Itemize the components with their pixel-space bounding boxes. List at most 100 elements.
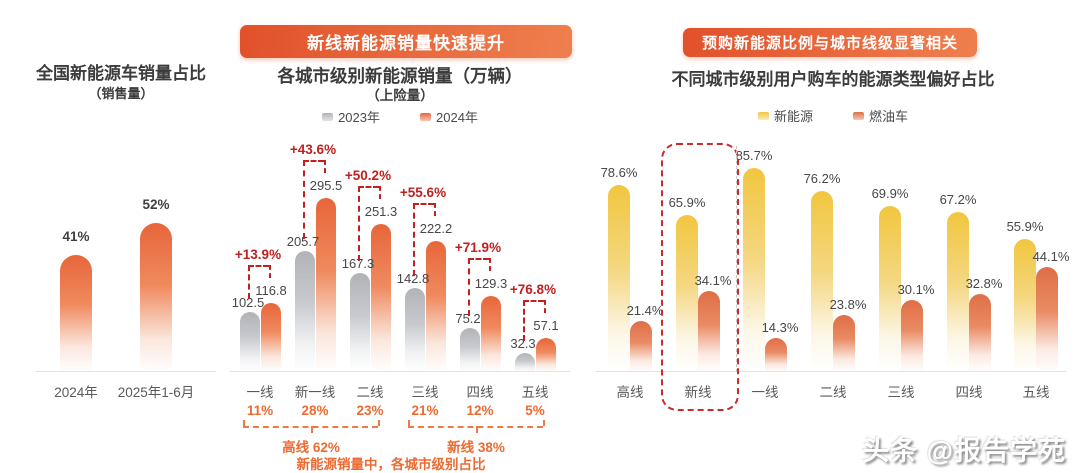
share-brace-tick [476,426,478,433]
growth-bracket-top [468,258,489,260]
tier-category-label: 四线 [466,385,494,400]
tier-share-label: 21% [411,403,439,418]
preference-category-label: 五线 [1022,385,1050,400]
sales-bar-2023 [515,353,535,372]
sales-bar-2023 [240,312,260,372]
ev-share-value-label: 41% [62,229,90,244]
preference-category-label: 高线 [616,385,644,400]
share-brace-end [408,420,410,426]
middle-legend-item: 2024年 [420,107,478,126]
growth-bracket-left [358,186,360,261]
right-header-badge: 预购新能源比例与城市线级显著相关 [683,28,977,57]
sales-bar-2023 [350,273,370,372]
sales-value-2023: 102.5 [231,295,265,310]
sales-value-2024: 129.3 [474,276,508,291]
preference-bar-fuel [765,338,787,372]
middle-chart-caption: 新能源销量中，各城市级别占比 [296,457,486,472]
growth-bracket-left [303,160,305,239]
sales-bar-2024 [536,338,556,372]
share-brace-line [243,426,378,428]
share-brace-label: 新线 38% [447,440,505,455]
growth-bracket-top [413,203,434,205]
preference-value-fuel: 21.4% [626,303,664,318]
preference-bar-nev [608,185,630,372]
preference-value-nev: 85.7% [735,148,773,163]
sales-bar-2023 [405,288,425,372]
preference-bar-fuel [698,291,720,372]
sales-value-2023: 142.8 [396,271,430,286]
growth-bracket-left [413,203,415,276]
left-chart-title: 全国新能源车销量占比 [36,64,206,83]
tier-share-label: 11% [246,403,274,418]
sales-bar-2024 [426,241,446,372]
tier-share-label: 12% [466,403,494,418]
preference-bar-fuel [833,315,855,372]
preference-category-label: 二线 [819,385,847,400]
preference-value-nev: 65.9% [668,195,706,210]
share-brace-label: 高线 62% [282,440,340,455]
preference-value-fuel: 23.8% [829,297,867,312]
left-chart-subtitle: （销售量） [88,86,154,101]
preference-value-nev: 78.6% [600,165,638,180]
tier-category-label: 三线 [411,385,439,400]
growth-bracket-left [468,258,470,316]
middle-legend-swatch [322,112,334,121]
middle-legend-label: 2024年 [436,110,478,125]
tier-share-label: 5% [525,403,545,418]
sales-value-2024: 295.5 [309,178,343,193]
growth-bracket-right [489,258,491,271]
middle-legend-swatch [420,112,431,121]
tier-separator-line [736,146,737,372]
growth-label: +71.9% [454,240,502,255]
middle-chart-legend: 2023年 2024年 [230,107,570,126]
growth-label: +76.8% [509,282,557,297]
highlight-dashed-box [661,143,739,411]
middle-legend-item: 2023年 [322,107,380,126]
preference-value-fuel: 14.3% [761,320,799,335]
sales-value-2024: 251.3 [364,204,398,219]
preference-value-fuel: 30.1% [897,282,935,297]
right-legend-label: 新能源 [773,109,813,124]
preference-bar-fuel [630,321,652,372]
middle-header-badge: 新线新能源销量快速提升 [240,25,572,58]
growth-label: +55.6% [399,185,447,200]
right-chart-legend: 新能源 燃油车 [600,106,1066,125]
sales-bar-2024 [481,296,501,372]
right-chart-title: 不同城市级别用户购车的能源类型偏好占比 [671,70,995,89]
preference-bar-nev [1014,239,1036,372]
preference-category-label: 三线 [887,385,915,400]
tier-category-label: 五线 [521,385,549,400]
tier-share-label: 23% [356,403,384,418]
preference-value-fuel: 32.8% [965,276,1003,291]
preference-value-nev: 76.2% [803,171,841,186]
sales-value-2023: 32.3 [510,336,536,351]
ev-share-bar [60,255,92,372]
preference-bar-fuel [1036,267,1058,372]
preference-bar-nev [879,206,901,372]
growth-bracket-right [544,300,546,313]
sales-bar-2023 [460,328,480,372]
growth-label: +13.9% [234,247,282,262]
sales-bar-2024 [371,224,391,372]
preference-bar-nev [811,191,833,372]
preference-category-label: 一线 [751,385,779,400]
sales-value-2023: 167.3 [341,256,375,271]
growth-bracket-top [303,160,324,162]
right-legend-item: 新能源 [757,106,813,125]
growth-bracket-right [434,203,436,216]
preference-value-nev: 69.9% [871,186,909,201]
preference-value-fuel: 44.1% [1032,249,1070,264]
right-legend-item: 燃油车 [853,106,908,125]
preference-bar-fuel [969,294,991,372]
share-brace-tick [311,426,313,433]
share-brace-end [243,420,245,426]
sales-value-2024: 116.8 [255,283,287,298]
growth-bracket-top [358,186,379,188]
tier-category-label: 一线 [246,385,274,400]
sales-bar-2023 [295,251,315,372]
growth-bracket-left [248,265,250,299]
middle-chart-title: 各城市级别新能源销量（万辆） [277,66,523,86]
preference-bar-fuel [901,300,923,372]
share-brace-line [408,426,543,428]
sales-bar-2024 [261,303,281,372]
